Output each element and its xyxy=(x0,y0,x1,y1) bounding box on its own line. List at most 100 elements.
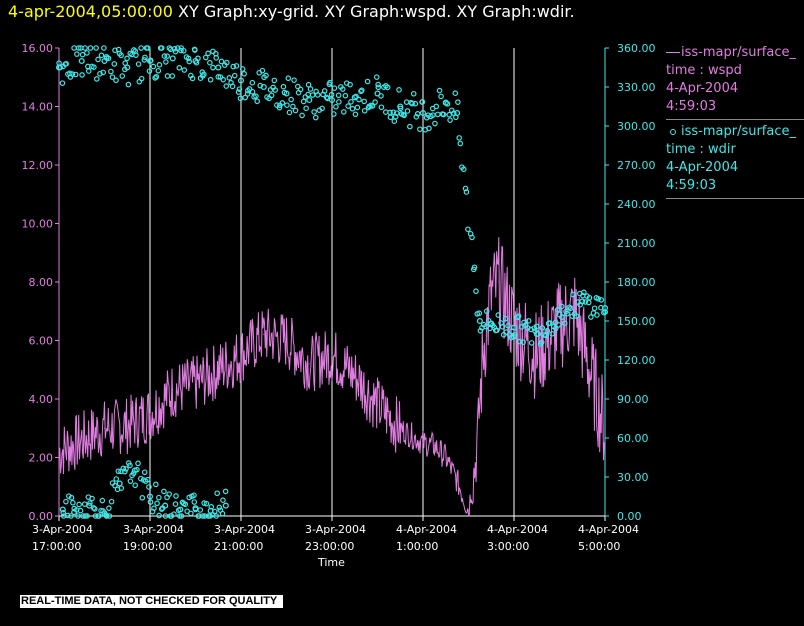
wdir-scatter-marker xyxy=(307,86,314,92)
wdir-scatter-marker xyxy=(125,81,132,88)
y-right-tick-label: 150.00 xyxy=(617,315,656,328)
wspd-data-point xyxy=(331,354,333,356)
wdir-scatter-marker xyxy=(249,88,256,95)
wdir-scatter-marker xyxy=(364,78,371,85)
wdir-scatter-marker xyxy=(305,91,311,98)
wdir-scatter-marker xyxy=(516,338,523,345)
y-left-tick-label: 2.00 xyxy=(29,452,54,465)
wdir-scatter-marker xyxy=(173,493,179,499)
wdir-scatter-marker xyxy=(112,47,118,54)
x-axis-label: Time xyxy=(317,556,345,569)
wdir-scatter-marker xyxy=(602,309,609,315)
wdir-scatter-marker xyxy=(122,60,128,66)
wdir-scatter-marker xyxy=(246,86,253,92)
wdir-scatter-marker xyxy=(181,67,188,73)
y-right-tick-label: 360.00 xyxy=(617,42,656,55)
y-right-tick-label: 90.00 xyxy=(617,393,649,406)
wdir-scatter-marker xyxy=(220,497,226,504)
wdir-scatter-marker xyxy=(153,73,160,80)
wspd-data-point xyxy=(399,427,401,429)
wspd-data-point xyxy=(126,424,128,426)
wdir-scatter-marker xyxy=(172,501,179,507)
wdir-scatter-marker xyxy=(205,50,211,57)
wdir-scatter-marker xyxy=(105,55,112,62)
wdir-scatter-marker xyxy=(109,74,116,80)
wspd-data-point xyxy=(559,325,560,327)
wdir-scatter-marker xyxy=(347,81,353,88)
wdir-scatter-marker xyxy=(115,468,122,475)
wdir-scatter-marker xyxy=(68,513,74,519)
wdir-scatter-marker xyxy=(81,501,88,507)
wdir-scatter-marker xyxy=(122,468,128,475)
y-right-tick-label: 60.00 xyxy=(617,432,649,445)
wdir-scatter-marker xyxy=(113,476,120,482)
wdir-scatter-marker xyxy=(188,510,194,517)
wdir-scatter-marker xyxy=(92,513,99,519)
wdir-scatter-marker xyxy=(314,92,321,98)
wdir-scatter-marker xyxy=(272,87,279,93)
wdir-scatter-marker xyxy=(63,498,69,505)
wdir-scatter-marker xyxy=(171,45,178,52)
wspd-data-point xyxy=(468,509,469,511)
wdir-scatter-marker xyxy=(214,490,220,497)
wdir-scatter-marker xyxy=(544,327,551,334)
wdir-data-point xyxy=(419,109,427,117)
header-timestamp: 4-apr-2004,05:00:00 xyxy=(8,2,173,21)
wdir-scatter-marker xyxy=(361,98,367,105)
wspd-data-point xyxy=(536,354,538,356)
wdir-scatter-marker xyxy=(324,95,331,102)
wdir-scatter-marker xyxy=(111,61,118,67)
wdir-scatter-marker xyxy=(528,340,535,346)
wdir-scatter-marker xyxy=(164,53,171,59)
legend-wdir-date: 4-Apr-2004 xyxy=(666,160,739,175)
wdir-scatter-marker xyxy=(390,109,397,116)
wdir-scatter-marker xyxy=(495,312,502,318)
wdir-scatter-marker xyxy=(207,76,214,83)
wdir-scatter-marker xyxy=(288,96,294,103)
wdir-scatter-marker xyxy=(202,54,209,61)
wspd-data-point xyxy=(604,427,606,429)
wdir-scatter-marker xyxy=(556,322,562,328)
wdir-scatter-marker xyxy=(112,482,118,489)
x-tick-date: 4-Apr-2004 xyxy=(396,523,457,536)
legend-wdir-var: time : wdir xyxy=(666,142,736,157)
wdir-scatter-marker xyxy=(253,93,259,99)
quality-disclaimer: REAL-TIME DATA, NOT CHECKED FOR QUALITY xyxy=(20,595,284,608)
wdir-scatter-marker xyxy=(113,77,119,84)
wdir-scatter-marker xyxy=(503,329,510,335)
x-tick-time: 3:00:00 xyxy=(487,540,529,553)
legend-entry-wspd: iss-mapr/surface_ time : wspd 4-Apr-2004… xyxy=(666,44,804,120)
wdir-scatter-marker xyxy=(132,482,139,489)
wdir-scatter-marker xyxy=(375,81,381,88)
legend-wspd-source: iss-mapr/surface_ xyxy=(681,45,797,60)
wdir-scatter-marker xyxy=(139,494,146,501)
wdir-scatter-marker xyxy=(153,481,159,488)
wdir-scatter-marker xyxy=(591,305,598,312)
wdir-scatter-marker xyxy=(514,314,521,321)
wdir-data-point xyxy=(215,64,222,71)
wspd-data-point xyxy=(456,480,458,482)
wspd-data-point xyxy=(490,296,492,298)
wdir-scatter-marker xyxy=(378,93,384,99)
wdir-scatter-marker xyxy=(108,498,115,505)
wdir-scatter-marker xyxy=(239,66,246,72)
wdir-scatter-marker xyxy=(87,500,93,506)
y-right-tick-label: 240.00 xyxy=(617,198,656,211)
wdir-data-point xyxy=(306,96,313,104)
wdir-scatter-marker xyxy=(268,92,275,99)
y-left-tick-label: 14.00 xyxy=(22,101,54,114)
wdir-scatter-marker xyxy=(473,288,479,295)
wdir-scatter-marker xyxy=(410,90,417,97)
y-left-tick-label: 16.00 xyxy=(22,42,54,55)
wdir-scatter-marker xyxy=(130,470,137,477)
wdir-scatter-marker xyxy=(561,320,568,327)
wdir-scatter-marker xyxy=(196,513,202,519)
wdir-scatter-marker xyxy=(108,68,114,75)
wdir-scatter-marker xyxy=(432,120,438,127)
wdir-scatter-marker xyxy=(493,327,500,334)
y-left-tick-label: 12.00 xyxy=(22,159,54,172)
wdir-scatter-marker xyxy=(502,315,509,322)
wdir-scatter-marker xyxy=(215,74,222,80)
wspd-data-point xyxy=(104,427,105,429)
wdir-scatter-marker xyxy=(554,307,561,313)
